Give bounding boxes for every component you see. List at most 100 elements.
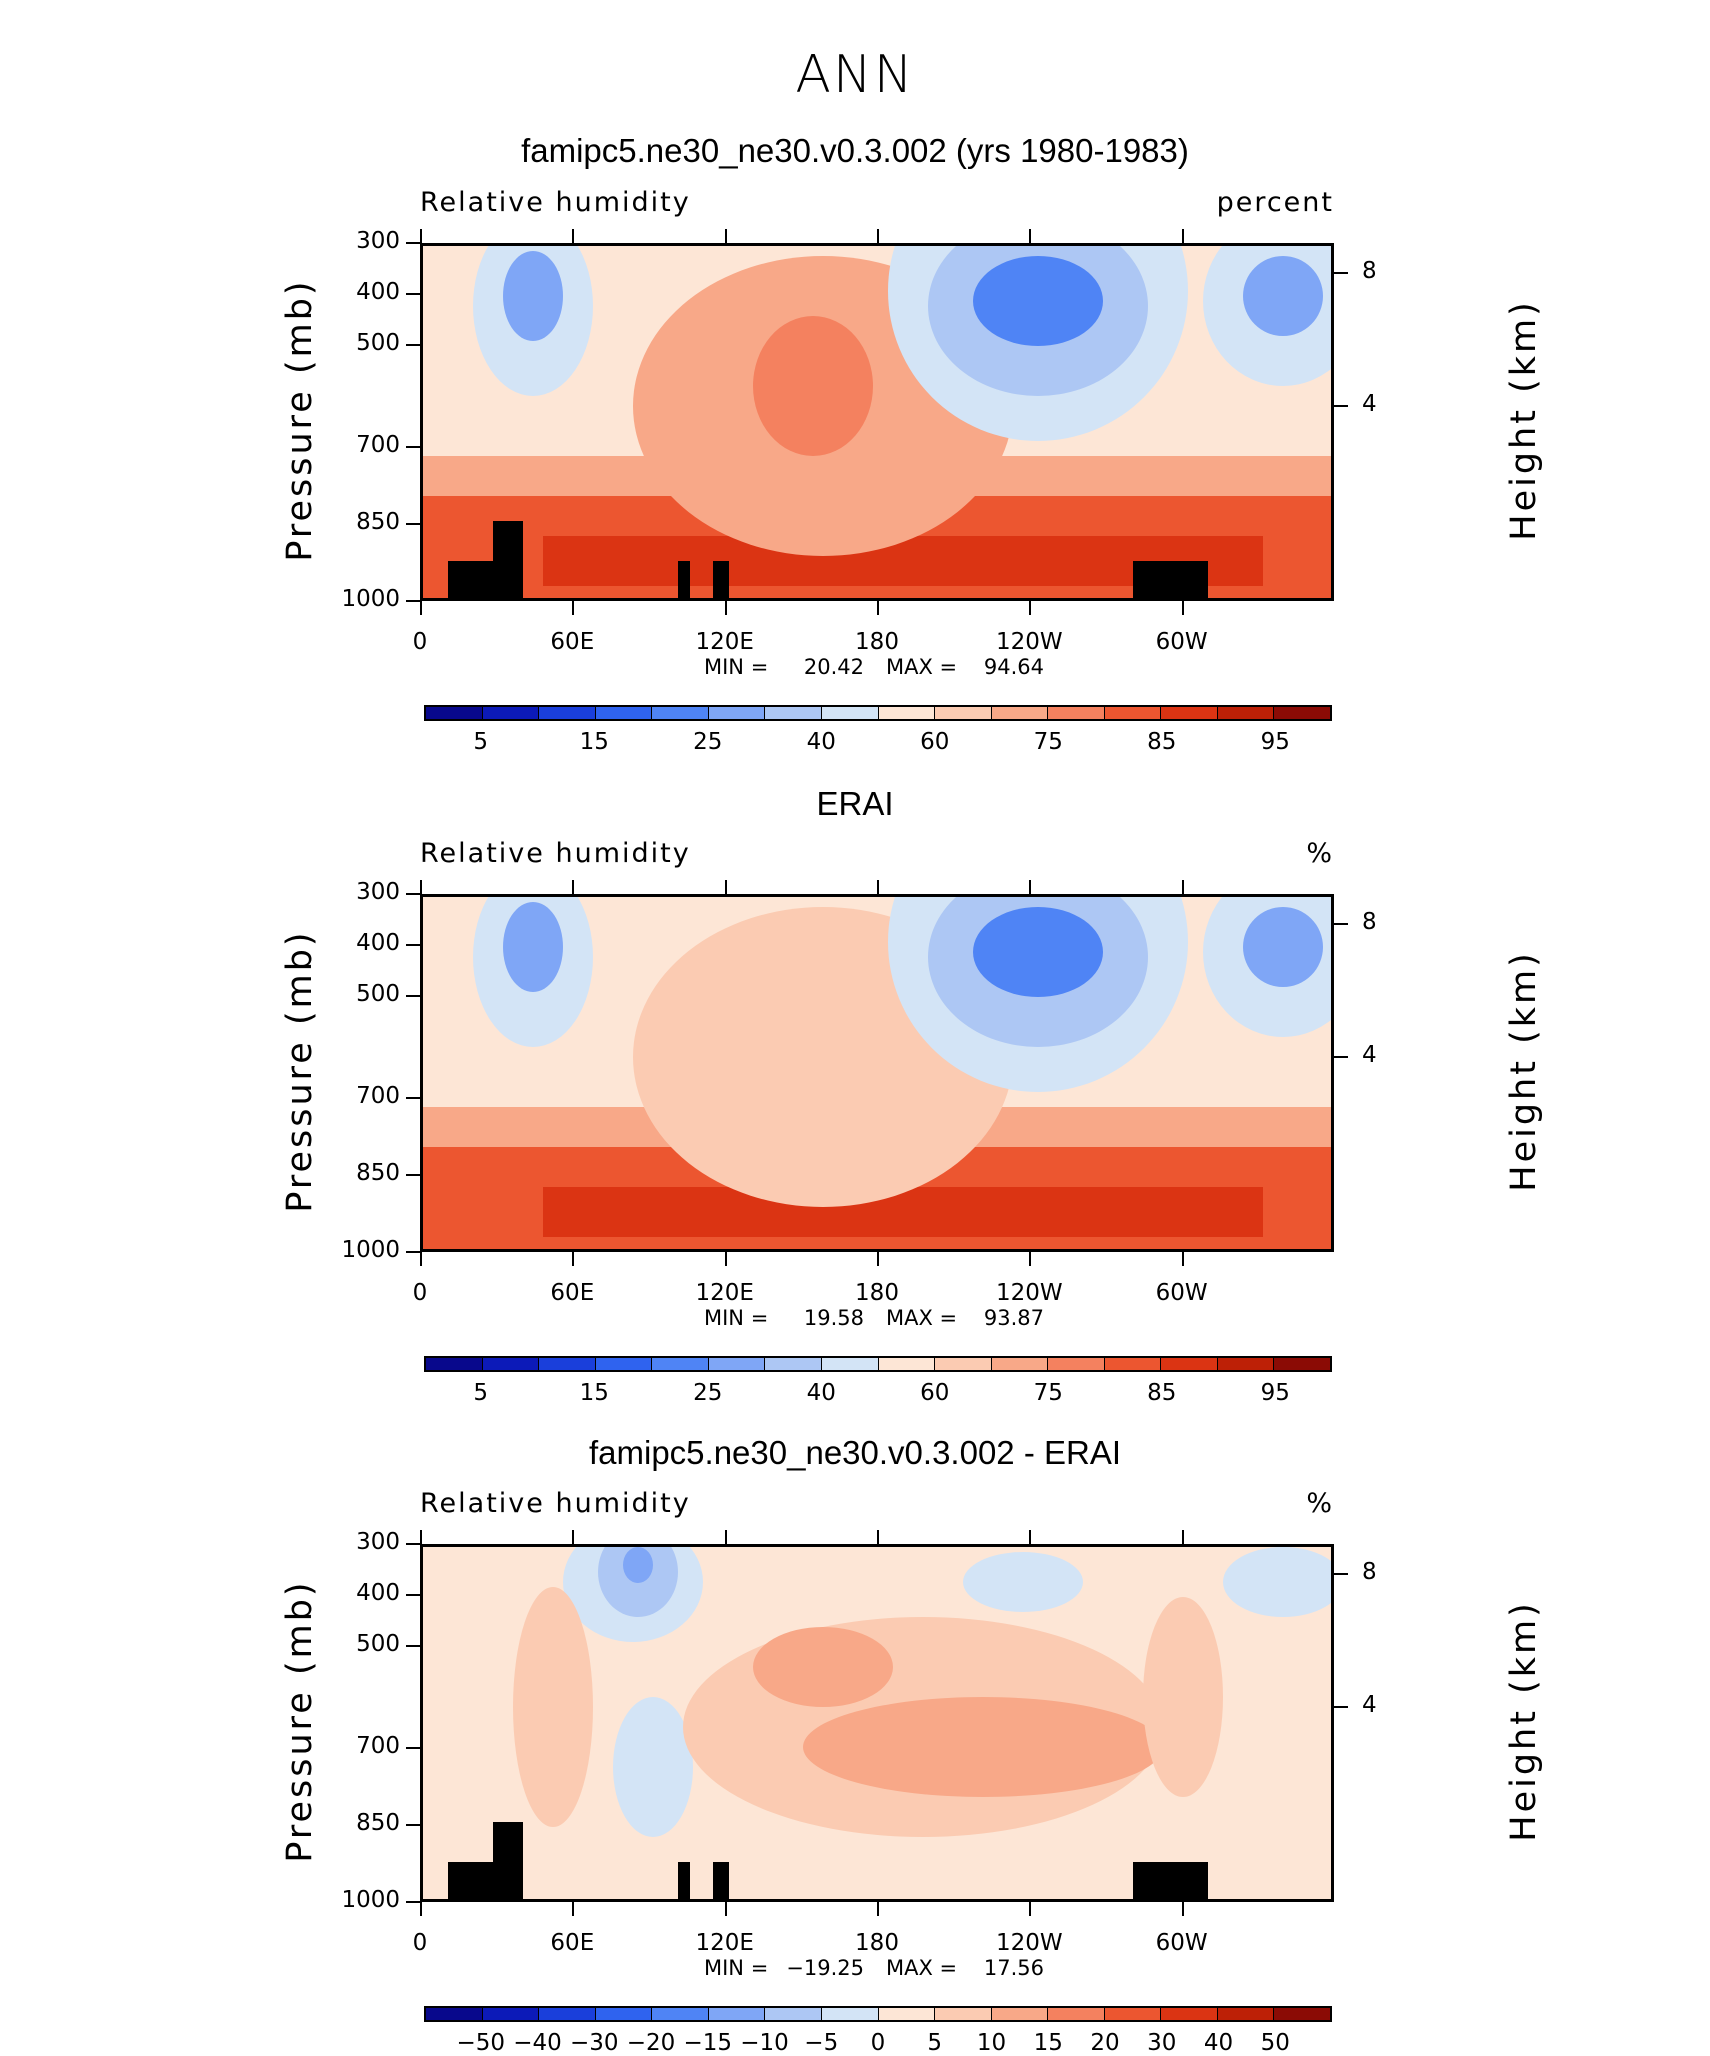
x-tick-mark xyxy=(724,1902,727,1916)
x-tick-label: 120W xyxy=(996,1930,1063,1956)
colorbar-label: 5 xyxy=(473,729,489,755)
variable-label: Relative humidity xyxy=(420,1488,691,1519)
y-tick-label: 400 xyxy=(356,279,400,306)
y-tick-mark xyxy=(406,1594,420,1597)
x-tick-mark xyxy=(1029,1252,1032,1266)
negative-region xyxy=(963,1552,1083,1612)
x-tick-mark xyxy=(572,1252,575,1266)
y2-tick-label: 4 xyxy=(1362,1691,1377,1718)
topography-mask xyxy=(678,1862,690,1899)
x-tick-mark-top xyxy=(572,880,575,894)
colorbar-segment xyxy=(482,1358,540,1370)
x-tick-label: 120E xyxy=(695,629,754,655)
colorbar-segment xyxy=(1274,1358,1330,1370)
y-tick-label: 850 xyxy=(356,509,400,536)
y-tick-label: 500 xyxy=(356,981,400,1008)
y-tick-label: 400 xyxy=(356,930,400,957)
x-tick-mark-top xyxy=(1029,229,1032,243)
x-tick-mark xyxy=(877,1902,879,1916)
colorbar-label: 85 xyxy=(1147,1380,1177,1406)
y2-tick-label: 8 xyxy=(1362,1559,1377,1586)
variable-label: Relative humidity xyxy=(420,187,691,218)
colorbar-segment xyxy=(708,1358,766,1370)
x-tick-mark-top xyxy=(877,229,879,243)
positive-region xyxy=(753,1627,893,1707)
topography-mask xyxy=(713,561,729,598)
x-tick-mark xyxy=(420,1252,422,1266)
colorbar-segment xyxy=(652,1358,709,1370)
y-axis-label: Pressure (mb) xyxy=(280,1579,320,1863)
min-label: MIN = xyxy=(704,655,769,679)
colorbar-segment xyxy=(1217,2008,1275,2020)
y2-tick-mark xyxy=(1334,1705,1348,1708)
y-tick-mark xyxy=(406,995,420,998)
x-tick-mark xyxy=(877,601,879,615)
y-tick-label: 700 xyxy=(356,1733,400,1760)
colorbar-segment xyxy=(1048,2008,1105,2020)
topography-mask xyxy=(1133,561,1208,598)
plot-area xyxy=(420,1544,1334,1902)
x-tick-mark-top xyxy=(724,1530,727,1544)
x-tick-label: 120W xyxy=(996,629,1063,655)
y-axis-label: Pressure (mb) xyxy=(280,278,320,562)
dry-region xyxy=(1243,256,1323,336)
x-tick-label: 0 xyxy=(412,1280,428,1306)
x-tick-label: 180 xyxy=(855,1930,899,1956)
colorbar-label: 15 xyxy=(579,1380,609,1406)
x-tick-mark-top xyxy=(420,1530,422,1544)
x-tick-label: 60E xyxy=(550,1280,595,1306)
y-tick-label: 1000 xyxy=(341,1237,400,1263)
panel-title: ERAI xyxy=(816,785,894,822)
y-tick-label: 500 xyxy=(356,1631,400,1658)
negative-region xyxy=(1223,1547,1331,1617)
x-tick-mark-top xyxy=(724,229,727,243)
colorbar-segment xyxy=(821,2008,879,2020)
colorbar-segment xyxy=(595,2008,653,2020)
x-tick-mark xyxy=(1029,1902,1032,1916)
x-tick-mark-top xyxy=(877,880,879,894)
colorbar-label: 95 xyxy=(1260,1380,1290,1406)
x-tick-mark xyxy=(1181,1902,1184,1916)
colorbar-label: 5 xyxy=(473,1380,489,1406)
max-label: MAX = xyxy=(886,1956,958,1980)
x-tick-mark-top xyxy=(572,229,575,243)
panel-title: famipc5.ne30_ne30.v0.3.002 (yrs 1980-198… xyxy=(521,132,1189,169)
y2-tick-mark xyxy=(1334,1573,1348,1576)
colorbar-label: 40 xyxy=(806,729,836,755)
y-tick-mark xyxy=(406,1251,420,1253)
x-tick-mark xyxy=(724,1252,727,1266)
x-tick-mark-top xyxy=(877,1530,879,1544)
units-label: percent xyxy=(1216,187,1334,218)
units-label: % xyxy=(1306,1488,1334,1519)
colorbar-segment xyxy=(1104,2008,1162,2020)
colorbar xyxy=(424,2006,1332,2022)
colorbar-segment xyxy=(1274,707,1330,719)
colorbar-segment xyxy=(821,707,879,719)
min-value: −19.25 xyxy=(786,1956,864,1980)
y-tick-label: 300 xyxy=(356,1529,400,1555)
y2-tick-mark xyxy=(1334,1055,1348,1058)
x-tick-mark xyxy=(724,601,727,615)
y-tick-label: 700 xyxy=(356,432,400,459)
colorbar-segment xyxy=(1161,1358,1218,1370)
x-tick-mark xyxy=(572,601,575,615)
colorbar-label: 85 xyxy=(1147,729,1177,755)
dry-region xyxy=(973,907,1103,997)
x-tick-mark-top xyxy=(1029,880,1032,894)
y-tick-mark xyxy=(406,1174,420,1177)
x-tick-mark-top xyxy=(420,229,422,243)
colorbar-segment xyxy=(539,707,596,719)
colorbar-segment xyxy=(765,707,822,719)
dry-region xyxy=(1243,907,1323,987)
y-tick-label: 1000 xyxy=(341,1887,400,1913)
colorbar xyxy=(424,705,1332,721)
colorbar-segment xyxy=(539,1358,596,1370)
y2-axis-label: Height (km) xyxy=(1504,299,1544,541)
colorbar xyxy=(424,1356,1332,1372)
y2-tick-mark xyxy=(1334,272,1348,275)
y-tick-mark xyxy=(406,523,420,526)
min-label: MIN = xyxy=(704,1956,769,1980)
y-tick-mark xyxy=(406,1645,420,1648)
colorbar-label: 60 xyxy=(920,729,950,755)
colorbar-segment xyxy=(539,2008,596,2020)
